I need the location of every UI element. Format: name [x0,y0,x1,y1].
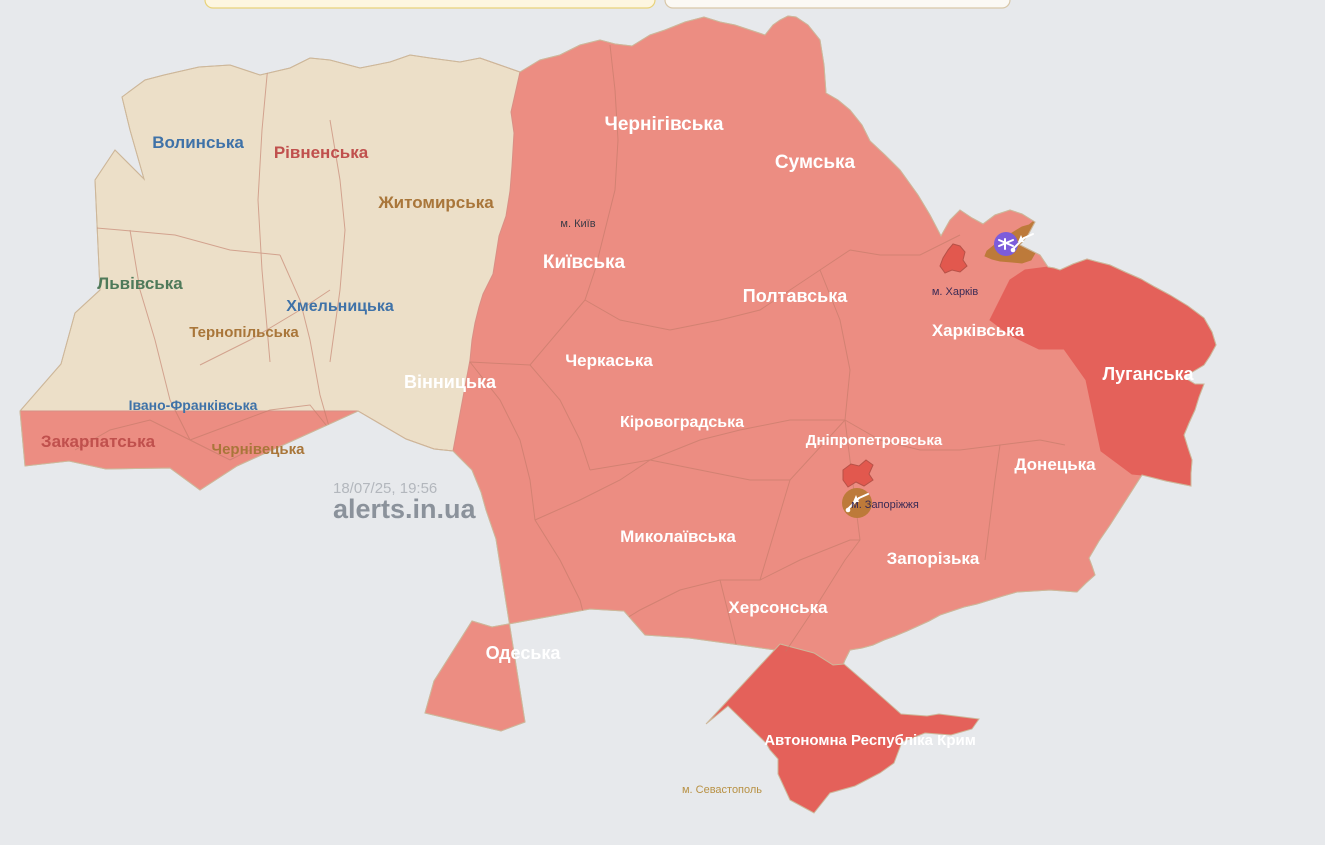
svg-text:Запорізька: Запорізька [887,549,980,568]
svg-text:Тернопільська: Тернопільська [189,324,299,341]
svg-text:Вінницька: Вінницька [404,372,497,392]
svg-text:м. Київ: м. Київ [560,218,595,230]
svg-text:Львівська: Львівська [97,274,183,293]
svg-text:Сумська: Сумська [775,152,856,173]
svg-text:м. Харків: м. Харків [932,286,979,298]
svg-text:Чернігівська: Чернігівська [604,114,723,135]
svg-text:Донецька: Донецька [1014,455,1096,474]
svg-text:Одеська: Одеська [486,643,562,663]
svg-text:м. Запоріжжя: м. Запоріжжя [851,499,919,511]
svg-text:Миколаївська: Миколаївська [620,527,736,546]
svg-text:Івано-Франківська: Івано-Франківська [129,397,258,413]
svg-text:Полтавська: Полтавська [743,286,848,306]
svg-text:Житомирська: Житомирська [377,193,494,212]
svg-text:Черкаська: Черкаська [565,351,653,370]
svg-text:Волинська: Волинська [152,133,244,152]
svg-text:Закарпатська: Закарпатська [41,432,156,451]
svg-text:Херсонська: Херсонська [728,598,828,617]
svg-text:Чернівецька: Чернівецька [212,441,306,458]
svg-text:Хмельницька: Хмельницька [286,298,394,315]
svg-text:alerts.in.ua: alerts.in.ua [333,494,477,524]
svg-text:Рівненська: Рівненська [274,143,369,162]
svg-text:Київська: Київська [543,252,626,273]
svg-text:м. Севастополь: м. Севастополь [682,784,762,796]
svg-text:Дніпропетровська: Дніпропетровська [806,432,943,449]
svg-text:Луганська: Луганська [1102,364,1194,384]
svg-text:Харківська: Харківська [932,321,1025,340]
svg-text:Автономна Республіка Крим: Автономна Республіка Крим [764,732,976,749]
svg-text:Кіровоградська: Кіровоградська [620,414,744,431]
